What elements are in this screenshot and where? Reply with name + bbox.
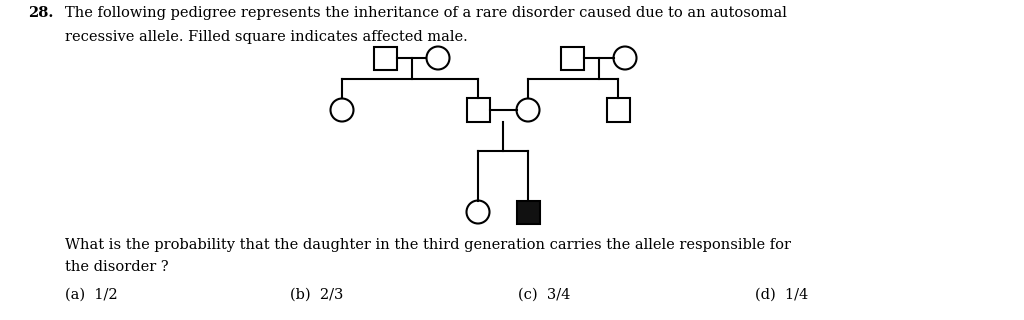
Text: (a)  1/2: (a) 1/2 xyxy=(65,288,118,302)
Text: (d)  1/4: (d) 1/4 xyxy=(755,288,808,302)
Bar xyxy=(467,99,489,122)
Text: The following pedigree represents the inheritance of a rare disorder caused due : The following pedigree represents the in… xyxy=(65,6,786,20)
Text: (b)  2/3: (b) 2/3 xyxy=(290,288,343,302)
Bar xyxy=(516,201,540,223)
Bar xyxy=(374,46,396,69)
Text: recessive allele. Filled square indicates affected male.: recessive allele. Filled square indicate… xyxy=(65,30,468,44)
Text: 28.: 28. xyxy=(28,6,53,20)
Text: the disorder ?: the disorder ? xyxy=(65,260,169,274)
Bar xyxy=(560,46,584,69)
Text: (c)  3/4: (c) 3/4 xyxy=(518,288,570,302)
Text: What is the probability that the daughter in the third generation carries the al: What is the probability that the daughte… xyxy=(65,238,791,252)
Bar xyxy=(606,99,630,122)
